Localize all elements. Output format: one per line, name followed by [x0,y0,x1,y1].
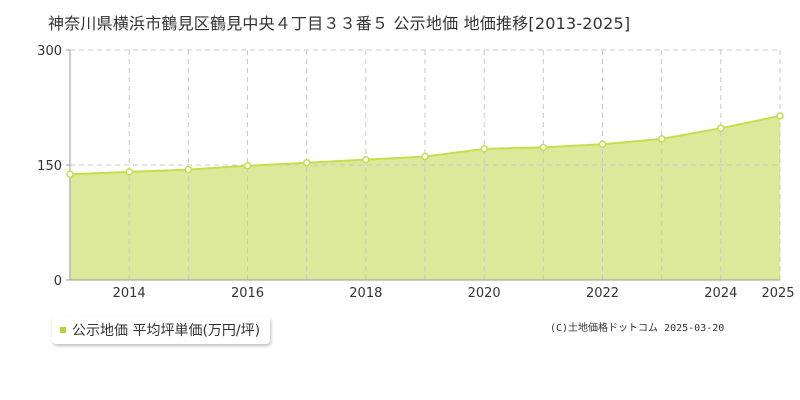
y-tick-label: 150 [37,159,62,174]
data-point [125,168,133,176]
chart-title: 神奈川県横浜市鶴見区鶴見中央４丁目３３番５ 公示地価 地価推移[2013-202… [48,14,631,33]
data-point [657,135,666,143]
x-tick-label: 2022 [586,286,619,301]
y-tick-label: 0 [54,274,62,289]
y-tick-label: 300 [37,44,62,59]
data-point [598,140,607,149]
x-tick-label: 2014 [113,286,146,301]
legend-swatch [60,327,66,333]
x-tick-label: 2024 [704,286,737,301]
credit-text: (C)土地価格ドットコム 2025-03-20 [550,323,725,334]
chart-legend: 公示地価 平均坪単価(万円/坪) [52,316,271,344]
data-point [184,165,193,174]
data-point [66,170,74,178]
data-point [302,158,311,167]
data-point [539,143,548,152]
data-point [362,155,370,164]
x-tick-label: 2016 [231,286,264,301]
data-point [480,145,488,153]
x-tick-label: 2018 [349,286,382,301]
data-point [243,162,252,170]
legend-label: 公示地価 平均坪単価(万円/坪) [72,323,261,339]
data-point [776,112,784,120]
data-point [717,124,725,132]
x-tick-label: 2020 [468,286,501,301]
data-point [421,152,429,161]
x-tick-label: 2025 [761,286,794,301]
